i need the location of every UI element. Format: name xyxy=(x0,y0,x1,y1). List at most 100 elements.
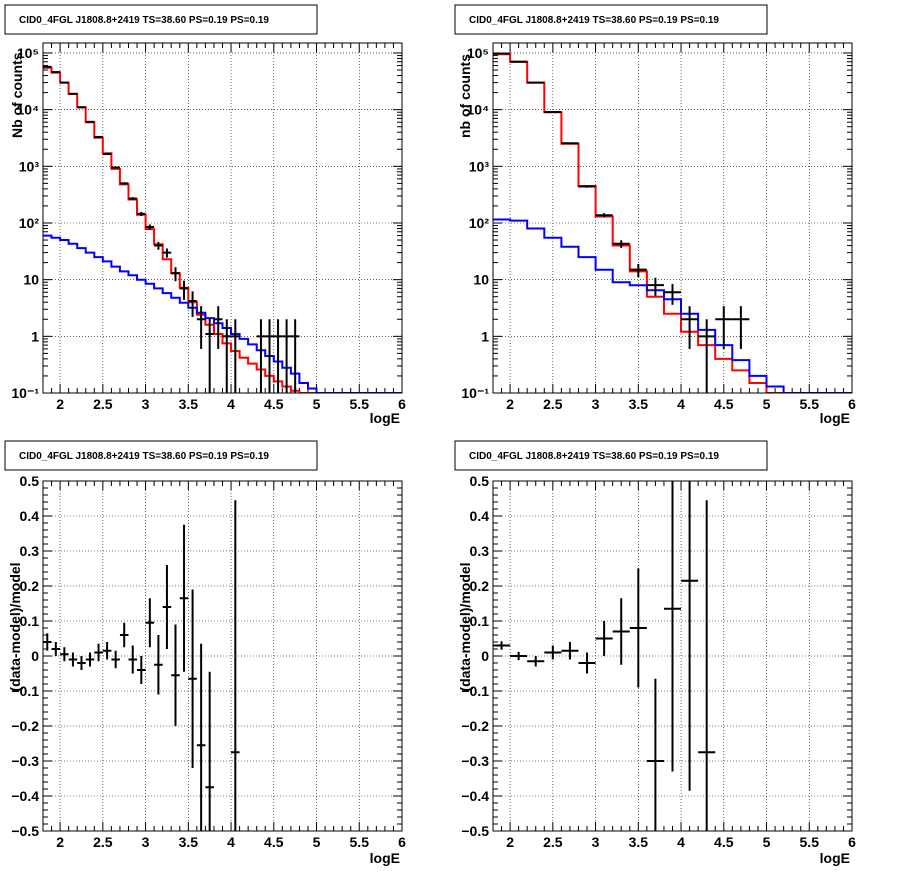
data-point xyxy=(595,621,613,656)
data-point xyxy=(85,652,95,667)
x-tick-label: 3 xyxy=(142,834,150,850)
data-point xyxy=(612,598,630,665)
data-point xyxy=(561,642,579,660)
data-point xyxy=(222,319,232,393)
data-point xyxy=(213,306,223,349)
data-point xyxy=(256,319,266,393)
plot-frame xyxy=(492,480,853,832)
data-point xyxy=(128,645,138,674)
data-point xyxy=(561,142,579,145)
data-point xyxy=(612,240,630,248)
x-tick-label: 3.5 xyxy=(629,396,649,412)
data-point xyxy=(629,568,647,688)
data-point xyxy=(196,643,206,831)
y-tick-label: 10 xyxy=(473,272,489,288)
y-tick-label: 0.5 xyxy=(470,473,490,489)
y-tick-label: 1 xyxy=(31,328,39,344)
grid xyxy=(43,481,402,831)
data-point xyxy=(60,647,69,662)
data-point xyxy=(119,622,129,648)
series-layer xyxy=(43,65,402,393)
data-point xyxy=(179,280,189,300)
data-point xyxy=(171,267,180,282)
data-point xyxy=(544,110,562,113)
x-tick-label: 3.5 xyxy=(629,834,649,850)
x-tick-label: 4.5 xyxy=(264,396,284,412)
y-tick-label: 0.1 xyxy=(20,613,40,629)
grid xyxy=(493,43,852,393)
x-tick-label: 4.5 xyxy=(714,396,734,412)
data-point xyxy=(51,642,61,656)
y-tick-label: 10⁵ xyxy=(17,45,39,61)
data-point xyxy=(102,152,112,155)
x-tick-label: 4 xyxy=(227,396,235,412)
tick-labels: 2 2.5 3 3.5 4 4.5 5 5.5 6 −0.5 −0.4 −0.3 −0.2 −0.1 0 0.… xyxy=(461,473,856,850)
x-tick-label: 5 xyxy=(313,834,321,850)
data-point xyxy=(510,651,528,661)
y-tick-label: 0 xyxy=(481,648,489,664)
y-tick-label: 0 xyxy=(31,648,39,664)
data-point xyxy=(578,652,596,674)
y-axis-title: (data-model)/model xyxy=(7,562,23,691)
x-tick-label: 5.5 xyxy=(800,396,820,412)
y-tick-label: 10² xyxy=(19,215,40,231)
y-tick-label: 10⁴ xyxy=(467,102,490,118)
series-layer xyxy=(493,481,716,831)
y-tick-label: 0.2 xyxy=(20,578,40,594)
y-tick-label: −0.1 xyxy=(11,683,39,699)
data-point xyxy=(154,241,163,250)
data-point xyxy=(196,306,206,349)
ticks xyxy=(42,480,403,832)
y-tick-label: 10⁻¹ xyxy=(11,385,39,401)
y-tick-label: 10³ xyxy=(19,158,40,174)
tick-labels: 2 2.5 3 3.5 4 4.5 5 5.5 6 10⁻¹ 1 10 10² 10³ 10⁴ 10⁵ xyxy=(461,45,856,412)
data-point xyxy=(629,263,647,278)
data-point xyxy=(282,319,291,393)
data-point xyxy=(77,656,86,670)
y-tick-label: −0.4 xyxy=(11,788,39,804)
data-point xyxy=(137,656,146,684)
plot-frame xyxy=(492,42,853,394)
data-point xyxy=(493,641,511,650)
plot-frame xyxy=(42,42,403,394)
x-tick-label: 2 xyxy=(56,396,64,412)
x-tick-label: 5 xyxy=(763,834,771,850)
x-tick-label: 3 xyxy=(592,396,600,412)
y-tick-label: 0.2 xyxy=(470,578,490,594)
x-tick-label: 5.5 xyxy=(350,396,370,412)
data-point xyxy=(527,656,545,667)
x-tick-label: 3 xyxy=(592,834,600,850)
x-tick-label: 2.5 xyxy=(543,834,563,850)
y-tick-label: 1 xyxy=(481,328,489,344)
data-point xyxy=(145,224,155,230)
y-tick-label: 0.5 xyxy=(20,473,40,489)
panel-top-right: CID0_4FGL J1808.8+2419 TS=38.60 PS=0.19 … xyxy=(454,4,856,426)
y-tick-label: 10² xyxy=(469,215,490,231)
x-tick-label: 4.5 xyxy=(714,834,734,850)
x-tick-label: 2 xyxy=(506,834,514,850)
data-point xyxy=(231,319,240,393)
data-point xyxy=(231,500,240,831)
x-tick-label: 2 xyxy=(56,834,64,850)
y-tick-label: 0.3 xyxy=(20,543,40,559)
data-point xyxy=(681,481,699,791)
ticks xyxy=(492,480,853,832)
data-point xyxy=(698,319,716,393)
y-tick-label: 10 xyxy=(23,272,39,288)
x-tick-label: 6 xyxy=(848,396,856,412)
title-box xyxy=(454,440,768,471)
data-point xyxy=(646,678,664,831)
plot-frame xyxy=(42,480,403,832)
data-point xyxy=(188,589,197,768)
data-point xyxy=(94,643,103,662)
title-box xyxy=(4,440,318,471)
chart-title: CID0_4FGL J1808.8+2419 TS=38.60 PS=0.19 … xyxy=(469,15,719,26)
data-point xyxy=(111,166,120,169)
tick-labels: 2 2.5 3 3.5 4 4.5 5 5.5 6 −0.5 −0.4 −0.3 −0.2 −0.1 0 0.… xyxy=(11,473,406,850)
y-tick-label: 10⁻¹ xyxy=(461,385,489,401)
x-axis-title: logE xyxy=(820,410,850,426)
data-point xyxy=(290,319,300,393)
tick-labels: 2 2.5 3 3.5 4 4.5 5 5.5 6 10⁻¹ 1 10 10² 10³ 10⁴ 10⁵ xyxy=(11,45,406,412)
plot-area: 2 2.5 3 3.5 4 4.5 5 5.5 6 10⁻¹ 1 10 10² 10³ 10⁴ 10⁵ xyxy=(461,42,856,412)
